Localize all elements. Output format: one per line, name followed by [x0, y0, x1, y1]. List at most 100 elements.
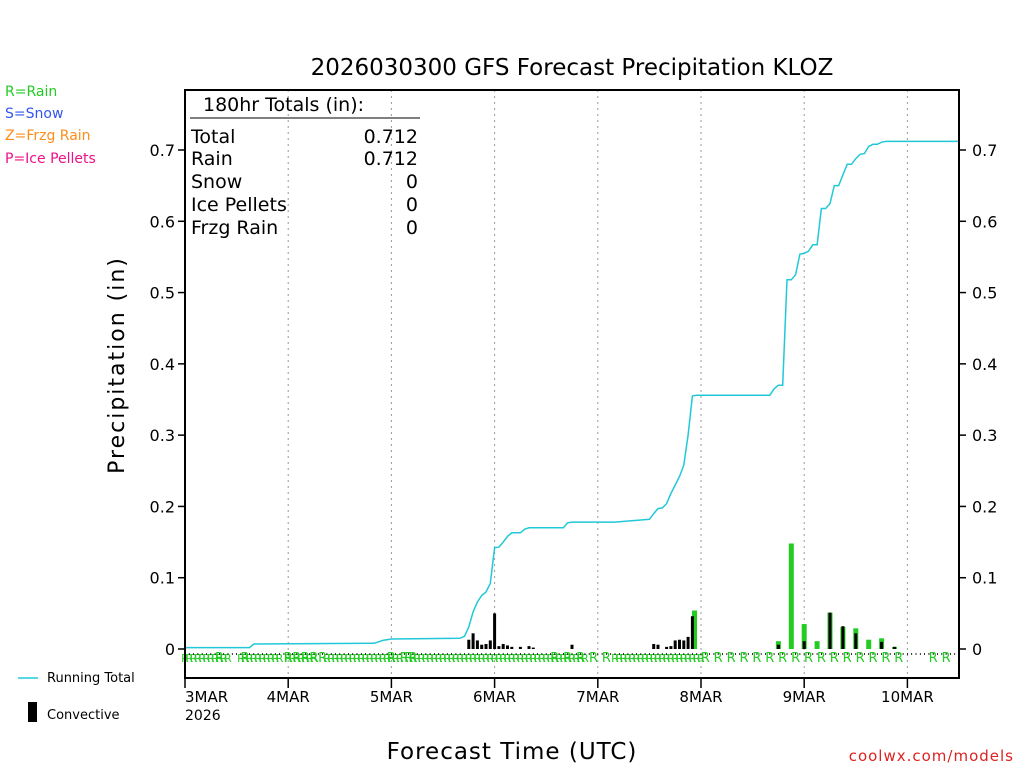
- convective-bar: [501, 644, 505, 649]
- ptype-symbol: R: [577, 652, 585, 665]
- x-tick-label: 9MAR: [783, 688, 826, 706]
- ptype-symbol: R: [336, 652, 344, 665]
- ptype-symbol: R: [284, 652, 292, 665]
- convective-bar: [656, 644, 660, 649]
- rain-bars: [692, 543, 897, 649]
- ptype-symbol: R: [297, 652, 305, 665]
- ptype-symbol: R: [529, 652, 537, 665]
- ptype-symbol: R: [856, 651, 865, 666]
- ptype-symbol: R: [620, 652, 628, 665]
- x-tick-label: 10MAR: [881, 688, 934, 706]
- ptype-symbol: R: [254, 652, 262, 665]
- convective-bar: [665, 646, 669, 649]
- convective-bars: [467, 612, 896, 649]
- ptype-symbol: R: [942, 651, 951, 666]
- y-tick-label: 0.1: [150, 569, 175, 588]
- ptype-symbol: R: [340, 652, 348, 665]
- convective-bar: [682, 640, 686, 649]
- ptype-symbol: R: [203, 652, 211, 665]
- ptype-symbol: R: [555, 652, 563, 665]
- convective-bar: [678, 639, 681, 649]
- x-year-label: 2026: [185, 708, 221, 724]
- rain-bar: [788, 543, 794, 649]
- convective-bar: [506, 645, 509, 649]
- x-tick-label: 8MAR: [679, 688, 722, 706]
- ptype-symbol: R: [478, 652, 486, 665]
- ptype-symbol: R: [216, 652, 224, 665]
- y-tick-label: 0.3: [150, 426, 175, 445]
- ptype-symbol: R: [404, 651, 413, 666]
- ptype-symbol: R: [589, 651, 598, 666]
- y-tick-label: 0.7: [150, 141, 175, 160]
- ptype-symbol: R: [318, 651, 327, 666]
- convective-bar: [570, 644, 574, 649]
- ptype-symbol: R: [676, 652, 684, 665]
- ptype-symbol: R: [448, 652, 456, 665]
- ptype-symbol: R: [194, 652, 202, 665]
- ptype-symbol: R: [426, 652, 434, 665]
- ptype-symbol: R: [693, 652, 701, 665]
- ptype-symbol: R: [568, 652, 576, 665]
- ptype-symbol: R: [224, 652, 232, 665]
- ptype-symbol: R: [628, 652, 636, 665]
- convective-bar: [488, 640, 492, 649]
- x-axis-label: Forecast Time (UTC): [387, 739, 638, 765]
- ptype-symbol: R: [817, 651, 826, 666]
- ptype-symbol: R: [778, 651, 787, 666]
- ptype-symbol: R: [491, 652, 499, 665]
- y-tick-label: 0.1: [972, 569, 997, 588]
- convective-bar: [673, 640, 677, 649]
- convective-legend-label: Convective: [47, 708, 120, 723]
- running-total-line: [185, 140, 959, 649]
- ptype-symbol: R: [550, 651, 559, 666]
- convective-bar: [652, 644, 656, 649]
- ptype-symbol: R: [309, 651, 318, 666]
- ptype-symbol: R: [881, 651, 890, 666]
- legend-frzg-rain: Z=Frzg Rain: [5, 128, 91, 144]
- ptype-symbol: R: [259, 652, 267, 665]
- ptype-symbol: R: [551, 652, 559, 665]
- ptype-symbol: R: [564, 652, 572, 665]
- plot-frame: [184, 89, 960, 679]
- x-tick-label: 6MAR: [473, 688, 516, 706]
- ptype-symbol: R: [422, 652, 430, 665]
- ptype-symbol: R: [894, 651, 903, 666]
- convective-bar: [467, 639, 471, 649]
- totals-value-ice-pellets: 0: [406, 194, 418, 216]
- ptype-symbol: R: [439, 652, 447, 665]
- totals-header: 180hr Totals (in):: [203, 94, 364, 116]
- ptype-symbol: R: [680, 652, 688, 665]
- y-tick-label: 0.3: [972, 426, 997, 445]
- ptype-symbol: R: [765, 651, 774, 666]
- totals-label-frzg-rain: Frzg Rain: [191, 217, 278, 239]
- convective-bar: [686, 636, 690, 649]
- ptype-symbol: R: [220, 652, 228, 665]
- y-tick-label: 0.6: [150, 212, 175, 231]
- ptype-symbol: R: [667, 652, 675, 665]
- ptype-symbol: R: [456, 652, 464, 665]
- convective-bar: [527, 646, 531, 649]
- ptype-symbol: R: [525, 652, 533, 665]
- ptype-symbol: R: [409, 652, 417, 665]
- ptype-symbol: R: [752, 651, 761, 666]
- rain-bar: [801, 624, 807, 649]
- rain-bar: [866, 639, 872, 649]
- y-axis-right: 0 0.1 0.2 0.3 0.4 0.5 0.6 0.7: [959, 141, 997, 659]
- ptype-symbol: R: [542, 652, 550, 665]
- ptype-symbol: R: [379, 652, 387, 665]
- ptype-symbol: R: [637, 652, 645, 665]
- ptype-symbol: R: [474, 652, 482, 665]
- ptype-symbol: R: [241, 651, 250, 666]
- ptype-symbol: R: [396, 652, 404, 665]
- ptype-symbol: R: [276, 652, 284, 665]
- ptype-symbol: R: [547, 652, 555, 665]
- ptype-symbol: R: [689, 652, 697, 665]
- ptype-symbol: R: [408, 651, 417, 666]
- ptype-symbol: R: [727, 651, 736, 666]
- convective-bar: [893, 646, 896, 649]
- convective-bar: [802, 641, 806, 649]
- x-tick-label: 5MAR: [370, 688, 413, 706]
- ptype-symbol: R: [739, 651, 748, 666]
- ptype-symbol: R: [267, 652, 275, 665]
- convective-bar: [518, 646, 522, 649]
